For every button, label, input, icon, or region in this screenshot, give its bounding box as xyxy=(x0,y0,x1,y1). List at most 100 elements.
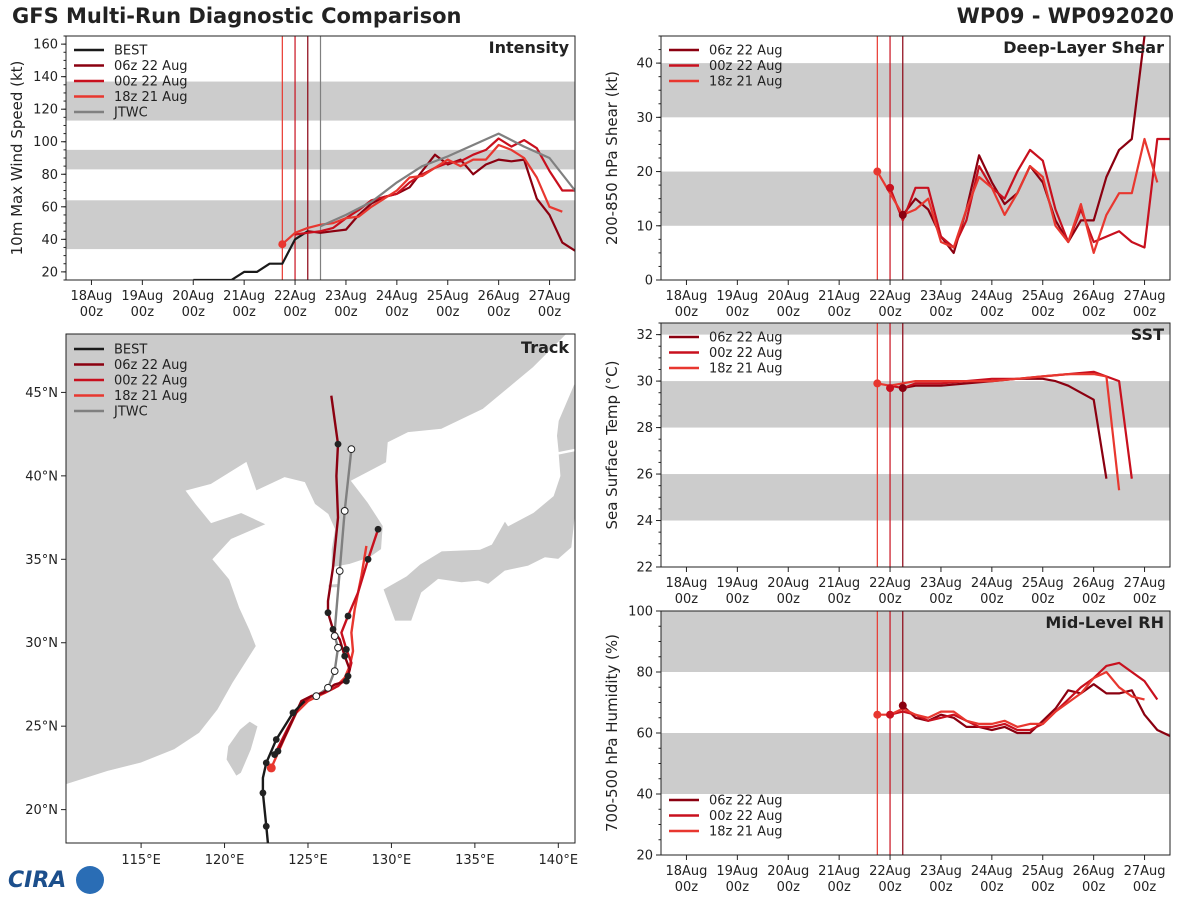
y-axis-label: 10m Max Wind Speed (kt) xyxy=(8,61,26,256)
legend-label: JTWC xyxy=(113,106,148,121)
track-point-run18 xyxy=(266,763,276,773)
y-tick-label: 28 xyxy=(636,421,653,436)
track-point-best xyxy=(272,736,280,743)
x-tick-label: 00z xyxy=(538,305,562,320)
land-sakhalin xyxy=(574,334,575,379)
legend-label: 00z 22 Aug xyxy=(114,75,188,90)
track-point-jtwc xyxy=(330,667,339,676)
y-tick-label: 30 xyxy=(636,375,653,390)
legend-label: 00z 22 Aug xyxy=(114,374,188,389)
track-point-best xyxy=(289,709,297,717)
y-tick-label: 100 xyxy=(33,135,58,150)
panel-title: SST xyxy=(1131,325,1164,344)
page-title: GFS Multi-Run Diagnostic Comparison xyxy=(12,4,462,28)
x-tick-label: 26Aug xyxy=(1073,289,1115,304)
x-tick-label: 00z xyxy=(777,592,801,607)
x-tick-label: 00z xyxy=(675,305,699,320)
x-tick-label: 00z xyxy=(777,880,801,895)
legend-label: BEST xyxy=(114,44,147,59)
x-tick-label: 00z xyxy=(334,305,358,320)
x-tick-label: 18Aug xyxy=(70,289,112,304)
chart-rh: 2040608010018Aug00z19Aug00z20Aug00z21Aug… xyxy=(603,605,1171,895)
legend-label: 06z 22 Aug xyxy=(709,794,783,809)
x-tick-label: 25Aug xyxy=(1022,864,1064,879)
series-line-run00 xyxy=(888,137,1170,249)
x-tick-label: 18Aug xyxy=(665,576,707,591)
chart-intensity: 2040608010012014016018Aug00z19Aug00z20Au… xyxy=(8,35,576,320)
track-point-best xyxy=(262,759,270,767)
panel-title: Mid-Level RH xyxy=(1045,613,1164,632)
map-area xyxy=(66,334,575,843)
threshold-band xyxy=(661,733,1170,794)
land-taiwan xyxy=(225,720,259,777)
x-tick-label: 00z xyxy=(726,592,750,607)
x-tick-label: 22Aug xyxy=(869,576,911,591)
y-tick-label: 32 xyxy=(636,328,653,343)
y-tick-label: 160 xyxy=(33,38,58,53)
x-tick-label: 00z xyxy=(1133,880,1157,895)
x-tick-label: 19Aug xyxy=(716,576,758,591)
x-tick-label: 00z xyxy=(131,305,155,320)
x-tick-label: 130°E xyxy=(372,853,412,868)
chart-shear: 01020304018Aug00z19Aug00z20Aug00z21Aug00… xyxy=(603,35,1171,320)
init-marker xyxy=(886,710,895,719)
x-tick-label: 00z xyxy=(283,305,307,320)
x-tick-label: 00z xyxy=(929,592,953,607)
legend-label: 06z 22 Aug xyxy=(709,331,783,346)
track-point-jtwc xyxy=(324,683,332,692)
legend-label: JTWC xyxy=(113,405,148,420)
x-tick-label: 20Aug xyxy=(767,576,809,591)
y-tick-label: 40°N xyxy=(25,469,58,484)
x-tick-label: 00z xyxy=(827,880,851,895)
legend-label: 06z 22 Aug xyxy=(114,358,188,373)
x-tick-label: 24Aug xyxy=(971,289,1013,304)
track-point-run06 xyxy=(329,625,337,633)
y-tick-label: 80 xyxy=(41,168,58,183)
x-tick-label: 00z xyxy=(487,305,511,320)
x-tick-label: 00z xyxy=(1133,592,1157,607)
y-tick-label: 10 xyxy=(636,219,653,234)
x-tick-label: 140°E xyxy=(539,853,579,868)
y-tick-label: 60 xyxy=(41,200,58,215)
x-tick-label: 125°E xyxy=(288,853,328,868)
x-tick-label: 00z xyxy=(1082,305,1106,320)
x-tick-label: 27Aug xyxy=(529,289,571,304)
y-tick-label: 24 xyxy=(636,514,653,529)
x-tick-label: 25Aug xyxy=(427,289,469,304)
legend-label: 00z 22 Aug xyxy=(709,59,783,74)
x-tick-label: 00z xyxy=(878,305,902,320)
threshold-band xyxy=(661,474,1170,521)
series-line-run18 xyxy=(877,373,1121,491)
x-tick-label: 00z xyxy=(80,305,104,320)
y-tick-label: 30°N xyxy=(25,636,58,651)
init-marker xyxy=(898,210,907,219)
x-tick-label: 23Aug xyxy=(920,289,962,304)
x-tick-label: 21Aug xyxy=(818,289,860,304)
x-tick-label: 00z xyxy=(878,592,902,607)
init-marker xyxy=(873,710,882,719)
y-axis-label: 200-850 hPa Shear (kt) xyxy=(603,71,621,245)
x-tick-label: 21Aug xyxy=(223,289,265,304)
y-tick-label: 26 xyxy=(636,468,653,483)
y-tick-label: 20°N xyxy=(25,803,58,818)
legend-label: 00z 22 Aug xyxy=(709,346,783,361)
series-line-run18 xyxy=(877,670,1145,729)
x-tick-label: 20Aug xyxy=(767,864,809,879)
axes-frame xyxy=(660,322,1171,568)
x-tick-label: 23Aug xyxy=(920,864,962,879)
x-tick-label: 00z xyxy=(777,305,801,320)
x-tick-label: 22Aug xyxy=(274,289,316,304)
x-tick-label: 00z xyxy=(827,305,851,320)
init-marker xyxy=(278,240,287,249)
x-tick-label: 19Aug xyxy=(716,289,758,304)
panel-title: Track xyxy=(521,338,569,357)
x-tick-label: 00z xyxy=(1031,592,1055,607)
x-tick-label: 26Aug xyxy=(1073,864,1115,879)
x-tick-label: 24Aug xyxy=(971,576,1013,591)
land-japan xyxy=(382,450,575,622)
track-line-run06 xyxy=(276,395,351,752)
y-tick-label: 35°N xyxy=(25,553,58,568)
x-tick-label: 00z xyxy=(675,592,699,607)
init-marker xyxy=(898,384,907,393)
